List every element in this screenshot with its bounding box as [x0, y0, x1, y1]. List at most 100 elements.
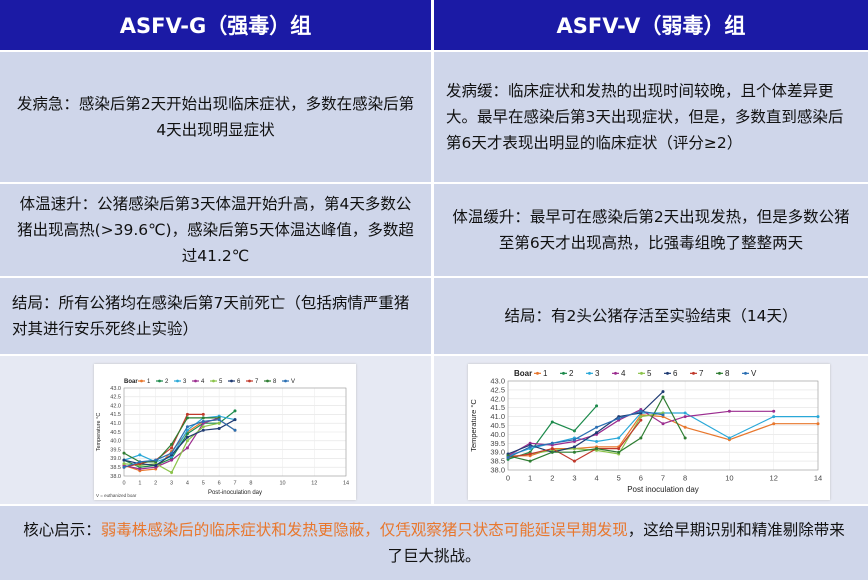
x-tick-label: 12 [311, 481, 317, 487]
footer-prefix: 核心启示： [23, 521, 101, 539]
data-point [572, 429, 576, 433]
x-tick-label: 10 [725, 474, 733, 483]
row-temperature-right: 体温缓升：最早可在感染后第2天出现发热，但是多数公猪至第6天才出现高热，比强毒组… [434, 184, 868, 276]
data-point [772, 415, 776, 419]
x-tick-label: 14 [814, 474, 822, 483]
y-tick-label: 41.5 [110, 412, 121, 418]
y-tick-label: 39.0 [490, 448, 505, 457]
data-point [201, 416, 205, 420]
legend-entry: 2 [569, 369, 574, 378]
series-line-V [123, 419, 236, 468]
data-point [772, 422, 776, 426]
data-point [661, 395, 665, 399]
y-tick-label: 43.0 [490, 377, 505, 386]
data-point [201, 428, 205, 432]
series-line-3 [123, 415, 236, 463]
x-axis-label: Post inoculation day [627, 485, 699, 494]
data-point [201, 419, 205, 423]
data-point [185, 439, 189, 443]
legend-entry: 5 [647, 369, 652, 378]
x-tick-label: 5 [202, 481, 205, 487]
data-point [170, 470, 174, 474]
legend-marker [614, 371, 617, 375]
y-tick-label: 40.5 [110, 430, 121, 436]
data-point [528, 459, 532, 463]
data-point [683, 436, 687, 440]
data-point [595, 431, 599, 435]
row-onset-right: 发病缓：临床症状和发热的出现时间较晚，且个体差异更大。最早在感染后第3天出现症状… [434, 52, 868, 182]
y-tick-label: 42.5 [110, 395, 121, 401]
data-point [138, 460, 142, 464]
data-point [595, 440, 599, 444]
footer-insight: 核心启示：弱毒株感染后的临床症状和发热更隐蔽，仅凭观察猪只状态可能延误早期发现，… [0, 506, 868, 580]
x-tick-label: 7 [661, 474, 665, 483]
data-point [185, 425, 189, 429]
y-tick-label: 42.0 [110, 403, 121, 409]
data-point [233, 428, 237, 432]
legend-marker [158, 379, 161, 383]
data-point [170, 458, 174, 462]
chart-asfv-g-svg: 38.0 38.5 39.0 39.5 40.0 40.5 41.0 41.5 42.0 42.5… [96, 379, 349, 498]
data-point [661, 422, 665, 426]
data-point [595, 404, 599, 408]
y-tick-label: 38.0 [110, 474, 121, 480]
x-tick-label: 8 [249, 481, 252, 487]
data-point [185, 412, 189, 416]
data-point [185, 428, 189, 432]
data-point [683, 425, 687, 429]
data-point [572, 445, 576, 449]
data-point [550, 447, 554, 451]
data-point [639, 418, 643, 422]
plot-frame [507, 380, 819, 471]
legend-entry: 1 [147, 379, 151, 385]
legend-marker [562, 371, 565, 375]
data-point [595, 447, 599, 451]
footer-suffix: ，这给早期识别和精准剔除带来了巨大挑战。 [387, 521, 845, 565]
data-point [617, 436, 621, 440]
legend-marker [718, 371, 721, 375]
data-point [170, 442, 174, 446]
x-tick-label: 0 [506, 474, 510, 483]
legend-entry: 3 [595, 369, 600, 378]
y-axis-label: Temperature °C [469, 399, 478, 452]
legend-entry: 7 [255, 379, 259, 385]
x-tick-label: 4 [186, 481, 189, 487]
onset-left-text: 发病急：感染后第2天开始出现临床症状，多数在感染后第4天出现明显症状 [16, 95, 415, 139]
row-outcome-right: 结局：有2头公猪存活至实验结束（14天） [434, 278, 868, 354]
x-tick-label: 7 [233, 481, 236, 487]
footer-text: 核心启示：弱毒株感染后的临床症状和发热更隐蔽，仅凭观察猪只状态可能延误早期发现，… [16, 517, 852, 569]
x-tick-label: 4 [594, 474, 598, 483]
data-point [185, 446, 189, 450]
x-tick-label: 6 [639, 474, 643, 483]
y-tick-label: 41.5 [490, 403, 505, 412]
legend-marker [248, 379, 251, 383]
legend-entry: 3 [183, 379, 187, 385]
y-tick-label: 40.0 [490, 430, 505, 439]
data-point [550, 441, 554, 445]
legend-marker [692, 371, 695, 375]
row-outcome-left: 结局：所有公猪均在感染后第7天前死亡（包括病情严重猪对其进行安乐死终止实验） [0, 278, 431, 354]
data-point [550, 450, 554, 454]
legend-entry: V [291, 379, 295, 385]
y-tick-label: 38.5 [490, 457, 505, 466]
chart-asfv-v-svg: 38.038.539.039.540.040.541.041.542.042.5… [469, 369, 822, 494]
data-point [528, 452, 532, 456]
x-tick-label: 12 [770, 474, 778, 483]
legend-entry: 7 [699, 369, 704, 378]
legend-marker [744, 371, 747, 375]
legend-marker [212, 379, 215, 383]
y-tick-label: 38.0 [490, 466, 505, 475]
x-tick-label: 5 [617, 474, 621, 483]
data-point [683, 411, 687, 415]
series-line-6 [123, 419, 236, 467]
data-point [727, 409, 731, 413]
data-point [816, 422, 820, 426]
legend-marker [140, 379, 143, 383]
data-point [185, 416, 189, 420]
data-point [185, 432, 189, 436]
x-axis-label: Post-inoculation day [208, 490, 262, 496]
legend-marker [284, 379, 287, 383]
data-point [217, 418, 221, 422]
y-tick-label: 43.0 [110, 386, 121, 392]
data-point [617, 450, 621, 454]
